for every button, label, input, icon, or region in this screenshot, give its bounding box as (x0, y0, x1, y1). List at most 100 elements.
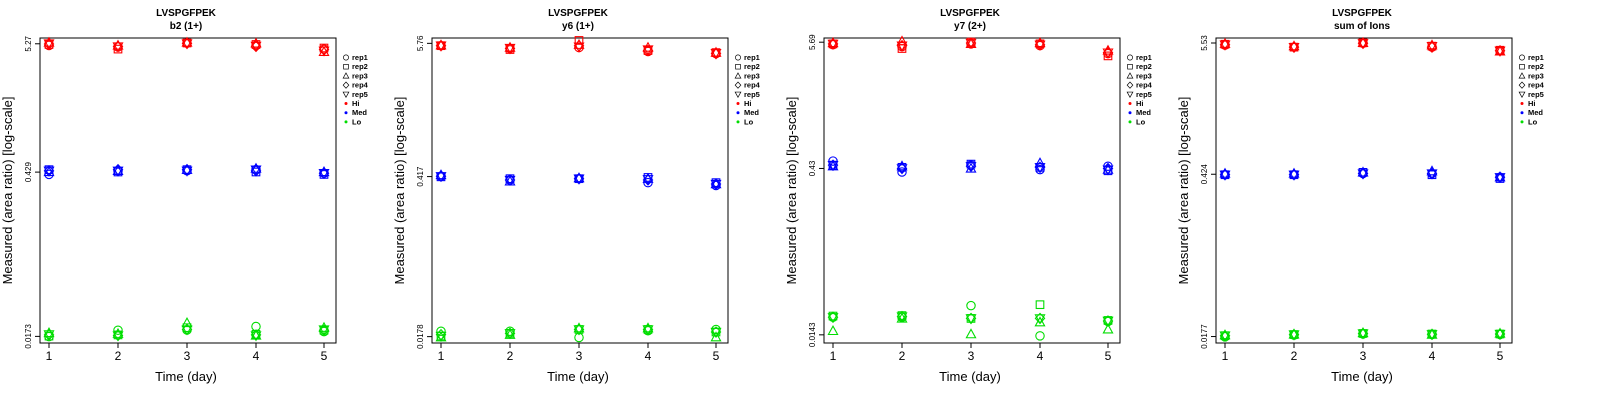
legend-label: Lo (1528, 117, 1538, 126)
series-lo (43, 316, 330, 342)
legend-label: Lo (744, 117, 754, 126)
y-axis-label: Measured (area ratio) [log-scale] (1176, 97, 1191, 285)
x-tick-label: 1 (438, 349, 445, 363)
data-point (112, 166, 124, 177)
legend-marker (1127, 54, 1133, 61)
data-point (965, 38, 977, 49)
legend-label: rep4 (1528, 81, 1545, 90)
legend-swatch (343, 64, 349, 70)
plot-frame (431, 37, 729, 344)
x-tick-label: 1 (46, 349, 53, 363)
data-point (1494, 171, 1506, 182)
legend-label: rep2 (352, 62, 368, 71)
x-tick-label: 4 (253, 349, 260, 363)
legend-swatch (1519, 64, 1525, 70)
data-point (1357, 326, 1369, 338)
legend-swatch (1126, 81, 1134, 89)
data-point (1034, 316, 1046, 327)
legend-swatch (1128, 120, 1132, 124)
legend-swatch (736, 102, 740, 105)
chart-subtitle: y7 (2+) (954, 21, 986, 32)
legend-swatch (1128, 102, 1132, 105)
legend-marker (734, 81, 742, 89)
data-point (1288, 42, 1300, 54)
data-point (1102, 323, 1114, 334)
legend-swatch (344, 102, 348, 105)
data-point (318, 46, 330, 57)
legend-label: rep5 (744, 90, 760, 99)
legend-swatch (735, 64, 741, 70)
data-point (435, 172, 447, 183)
y-tick-label: 0.43 (808, 160, 817, 176)
legend-label: Med (744, 108, 759, 117)
plot-frame (823, 37, 1121, 344)
x-tick-label: 5 (1105, 349, 1112, 363)
data-point (1034, 157, 1046, 168)
legend-label: rep5 (352, 90, 368, 99)
legend-swatch (1520, 102, 1524, 105)
data-point (1357, 329, 1369, 340)
data-point (1357, 36, 1369, 47)
data-point (1034, 40, 1046, 51)
legend-marker (1126, 72, 1134, 79)
data-point (827, 324, 839, 336)
legend-swatch (734, 91, 742, 98)
data-point (965, 162, 977, 173)
legend-marker (343, 54, 349, 61)
legend-swatch (1518, 72, 1526, 79)
plot-frame (1215, 37, 1513, 344)
series-hi (435, 36, 722, 60)
y-axis-label: Measured (area ratio) [log-scale] (0, 97, 15, 285)
chart-title: LVSPGFPEK (156, 8, 217, 19)
y-tick-label: 5.76 (416, 35, 425, 51)
legend-swatch (1518, 91, 1526, 98)
data-point (113, 325, 123, 336)
legend-label: Hi (1136, 99, 1144, 108)
data-point (1288, 170, 1300, 181)
data-point (573, 38, 585, 49)
data-point (181, 36, 193, 47)
data-point (965, 314, 977, 325)
y-tick-label: 5.69 (808, 34, 817, 50)
legend-swatch (734, 72, 742, 79)
x-axis-label: Time (day) (1331, 369, 1393, 384)
series-hi (1219, 36, 1506, 57)
legend-marker (342, 72, 350, 79)
legend-label: Hi (744, 99, 752, 108)
data-point (1426, 169, 1438, 180)
x-axis-label: Time (day) (939, 369, 1001, 384)
legend-swatch (1126, 91, 1134, 98)
data-point (318, 169, 330, 180)
legend-swatch (342, 91, 350, 98)
legend-label: rep1 (352, 53, 368, 62)
chart-panel: LVSPGFPEK y7 (2+) 1 2 3 4 5 0.0143 0.43 5.69 Time … (784, 8, 1153, 384)
data-point (710, 327, 722, 338)
data-point (1288, 40, 1300, 51)
data-point (642, 175, 654, 186)
data-point (1102, 316, 1114, 327)
x-tick-label: 2 (1291, 349, 1298, 363)
legend-swatch (1519, 54, 1525, 61)
legend-marker (342, 81, 350, 89)
legend-label: rep3 (352, 71, 368, 80)
data-point (181, 39, 193, 50)
legend-label: rep3 (744, 71, 760, 80)
legend-marker (734, 72, 742, 79)
data-point (1494, 173, 1506, 184)
x-tick-label: 5 (321, 349, 328, 363)
data-point (181, 325, 193, 336)
x-axis-label: Time (day) (155, 369, 217, 384)
x-tick-label: 2 (507, 349, 514, 363)
data-point (710, 178, 722, 189)
legend-label: Lo (1136, 117, 1146, 126)
legend-swatch (734, 81, 742, 89)
data-point (112, 42, 124, 53)
data-point (1494, 329, 1506, 340)
legend-label: Med (352, 108, 367, 117)
data-point (435, 41, 447, 52)
chart-subtitle: y6 (1+) (562, 21, 594, 32)
